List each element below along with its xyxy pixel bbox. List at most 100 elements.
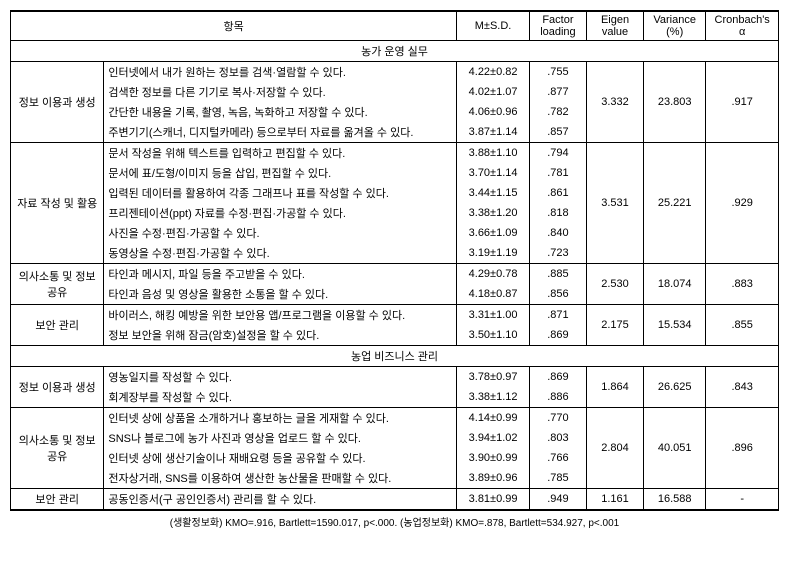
variance: 18.074 — [644, 264, 706, 305]
msd: 3.66±1.09 — [457, 223, 530, 243]
msd: 4.18±0.87 — [457, 284, 530, 305]
alpha: .855 — [706, 305, 779, 346]
item-text: 공동인증서(구 공인인증서) 관리를 할 수 있다. — [104, 489, 457, 511]
fl: .949 — [529, 489, 586, 511]
eigen: 3.531 — [586, 143, 643, 264]
msd: 3.87±1.14 — [457, 122, 530, 143]
msd: 3.38±1.12 — [457, 387, 530, 408]
item-text: 입력된 데이터를 활용하여 각종 그래프나 표를 작성할 수 있다. — [104, 183, 457, 203]
table-row: 정보 이용과 생성 인터넷에서 내가 원하는 정보를 검색·열람할 수 있다. … — [11, 62, 779, 83]
variance: 23.803 — [644, 62, 706, 143]
item-text: 검색한 정보를 다른 기기로 복사·저장할 수 있다. — [104, 82, 457, 102]
item-text: 주변기기(스캐너, 디지털카메라) 등으로부터 자료를 옮겨올 수 있다. — [104, 122, 457, 143]
fl: .794 — [529, 143, 586, 164]
fl: .840 — [529, 223, 586, 243]
table-row: 의사소통 및 정보 공유 인터넷 상에 상품을 소개하거나 홍보하는 글을 게재… — [11, 408, 779, 429]
msd: 3.50±1.10 — [457, 325, 530, 346]
msd: 4.06±0.96 — [457, 102, 530, 122]
item-text: 바이러스, 해킹 예방을 위한 보안용 앱/프로그램을 이용할 수 있다. — [104, 305, 457, 326]
msd: 4.29±0.78 — [457, 264, 530, 285]
fl: .885 — [529, 264, 586, 285]
eigen: 1.161 — [586, 489, 643, 511]
msd: 3.38±1.20 — [457, 203, 530, 223]
group-name: 자료 작성 및 활용 — [11, 143, 104, 264]
fl: .782 — [529, 102, 586, 122]
item-text: 사진을 수정·편집·가공할 수 있다. — [104, 223, 457, 243]
msd: 3.81±0.99 — [457, 489, 530, 511]
item-text: 전자상거래, SNS를 이용하여 생산한 농산물을 판매할 수 있다. — [104, 468, 457, 489]
msd: 3.78±0.97 — [457, 367, 530, 388]
col-factor-loading: Factor loading — [529, 11, 586, 41]
section-2-title: 농업 비즈니스 관리 — [11, 346, 779, 367]
msd: 3.44±1.15 — [457, 183, 530, 203]
item-text: 인터넷 상에 상품을 소개하거나 홍보하는 글을 게재할 수 있다. — [104, 408, 457, 429]
group-name: 정보 이용과 생성 — [11, 367, 104, 408]
item-text: 인터넷에서 내가 원하는 정보를 검색·열람할 수 있다. — [104, 62, 457, 83]
table-row: 보안 관리 바이러스, 해킹 예방을 위한 보안용 앱/프로그램을 이용할 수 … — [11, 305, 779, 326]
eigen: 2.530 — [586, 264, 643, 305]
item-text: 영농일지를 작성할 수 있다. — [104, 367, 457, 388]
item-text: 타인과 메시지, 파일 등을 주고받을 수 있다. — [104, 264, 457, 285]
fl: .781 — [529, 163, 586, 183]
variance: 16.588 — [644, 489, 706, 511]
eigen: 2.804 — [586, 408, 643, 489]
alpha: - — [706, 489, 779, 511]
fl: .877 — [529, 82, 586, 102]
item-text: 타인과 음성 및 영상을 활용한 소통을 할 수 있다. — [104, 284, 457, 305]
fl: .755 — [529, 62, 586, 83]
fl: .803 — [529, 428, 586, 448]
msd: 3.88±1.10 — [457, 143, 530, 164]
group-name: 의사소통 및 정보 공유 — [11, 264, 104, 305]
msd: 3.94±1.02 — [457, 428, 530, 448]
section-1: 농가 운영 실무 — [11, 41, 779, 62]
alpha: .843 — [706, 367, 779, 408]
fl: .818 — [529, 203, 586, 223]
item-text: 문서에 표/도형/이미지 등을 삽입, 편집할 수 있다. — [104, 163, 457, 183]
item-text: 인터넷 상에 생산기술이나 재배요령 등을 공유할 수 있다. — [104, 448, 457, 468]
col-alpha: Cronbach's α — [706, 11, 779, 41]
msd: 4.02±1.07 — [457, 82, 530, 102]
fl: .785 — [529, 468, 586, 489]
item-text: SNS나 블로그에 농가 사진과 영상을 업로드 할 수 있다. — [104, 428, 457, 448]
group-name: 의사소통 및 정보 공유 — [11, 408, 104, 489]
group-name: 정보 이용과 생성 — [11, 62, 104, 143]
eigen: 2.175 — [586, 305, 643, 346]
group-name: 보안 관리 — [11, 305, 104, 346]
footnote: (생활정보화) KMO=.916, Bartlett=1590.017, p<.… — [10, 514, 779, 529]
msd: 3.70±1.14 — [457, 163, 530, 183]
group-name: 보안 관리 — [11, 489, 104, 511]
msd: 3.90±0.99 — [457, 448, 530, 468]
item-text: 동영상을 수정·편집·가공할 수 있다. — [104, 243, 457, 264]
item-text: 간단한 내용을 기록, 촬영, 녹음, 녹화하고 저장할 수 있다. — [104, 102, 457, 122]
variance: 26.625 — [644, 367, 706, 408]
fl: .869 — [529, 325, 586, 346]
table-row: 의사소통 및 정보 공유 타인과 메시지, 파일 등을 주고받을 수 있다. 4… — [11, 264, 779, 285]
section-2: 농업 비즈니스 관리 — [11, 346, 779, 367]
col-variance: Variance (%) — [644, 11, 706, 41]
alpha: .883 — [706, 264, 779, 305]
alpha: .896 — [706, 408, 779, 489]
fl: .857 — [529, 122, 586, 143]
msd: 4.14±0.99 — [457, 408, 530, 429]
variance: 40.051 — [644, 408, 706, 489]
col-eigen: Eigen value — [586, 11, 643, 41]
msd: 3.31±1.00 — [457, 305, 530, 326]
fl: .886 — [529, 387, 586, 408]
fl: .861 — [529, 183, 586, 203]
fl: .770 — [529, 408, 586, 429]
alpha: .929 — [706, 143, 779, 264]
eigen: 1.864 — [586, 367, 643, 408]
msd: 3.89±0.96 — [457, 468, 530, 489]
header-row: 항목 M±S.D. Factor loading Eigen value Var… — [11, 11, 779, 41]
factor-analysis-table: 항목 M±S.D. Factor loading Eigen value Var… — [10, 10, 779, 511]
msd: 3.19±1.19 — [457, 243, 530, 264]
alpha: .917 — [706, 62, 779, 143]
variance: 25.221 — [644, 143, 706, 264]
item-text: 정보 보안을 위해 잠금(암호)설정을 할 수 있다. — [104, 325, 457, 346]
variance: 15.534 — [644, 305, 706, 346]
msd: 4.22±0.82 — [457, 62, 530, 83]
table-row: 보안 관리 공동인증서(구 공인인증서) 관리를 할 수 있다. 3.81±0.… — [11, 489, 779, 511]
eigen: 3.332 — [586, 62, 643, 143]
fl: .869 — [529, 367, 586, 388]
fl: .723 — [529, 243, 586, 264]
